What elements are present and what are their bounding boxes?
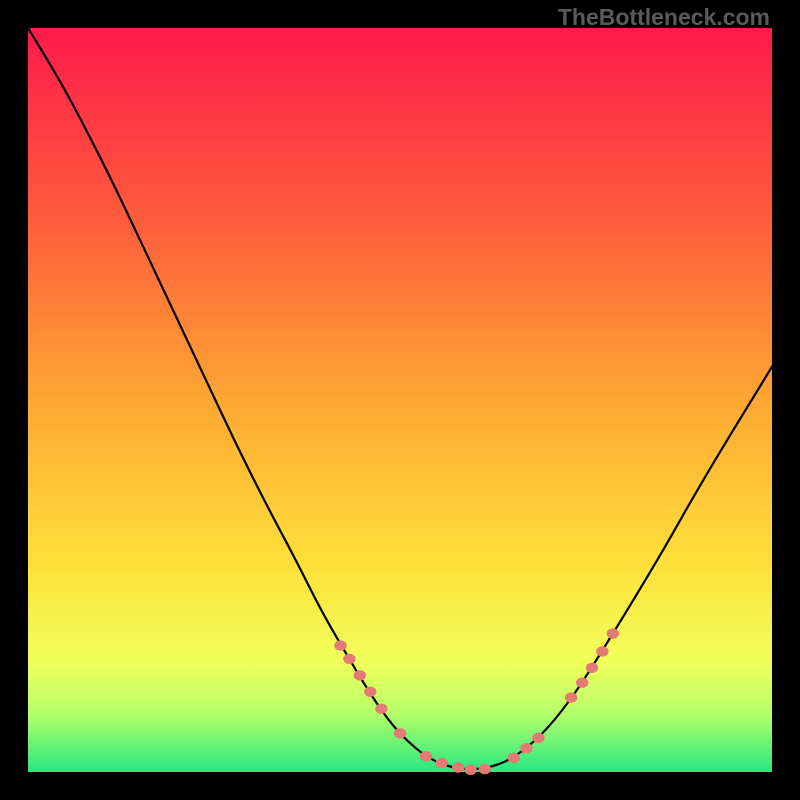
curve-marker (452, 762, 464, 772)
curve-marker (375, 704, 387, 714)
bottleneck-curve (28, 28, 772, 769)
curve-marker (343, 654, 355, 664)
chart-frame: TheBottleneck.com (0, 0, 800, 800)
curve-marker (508, 753, 520, 763)
curve-marker (464, 765, 476, 775)
chart-overlay (0, 0, 800, 800)
curve-marker (532, 733, 544, 743)
curve-marker (576, 678, 588, 688)
curve-marker (586, 663, 598, 673)
curve-marker (607, 628, 619, 638)
curve-marker (364, 686, 376, 696)
curve-marker (565, 692, 577, 702)
curve-marker (334, 640, 346, 650)
curve-marker (596, 646, 608, 656)
curve-marker (420, 751, 432, 761)
curve-marker (520, 743, 532, 753)
curve-marker (435, 758, 447, 768)
curve-marker (394, 728, 406, 738)
curve-marker (354, 670, 366, 680)
curve-marker (479, 764, 491, 774)
